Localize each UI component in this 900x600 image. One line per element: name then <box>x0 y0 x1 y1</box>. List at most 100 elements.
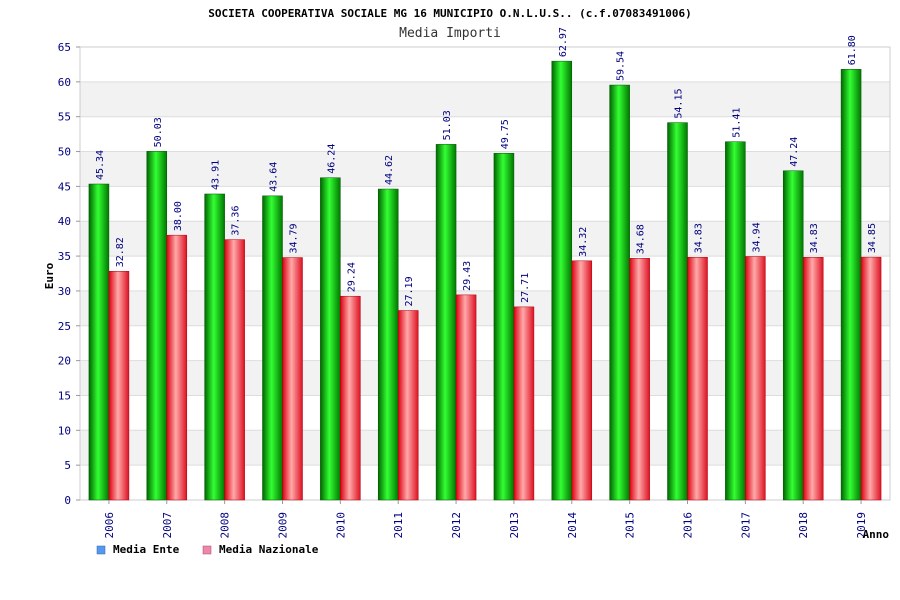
y-tick-label: 50 <box>58 146 71 159</box>
x-tick-label: 2016 <box>682 512 695 539</box>
data-label-media-nazionale: 32.82 <box>115 237 126 267</box>
bar-media-ente <box>840 69 862 501</box>
x-tick-label: 2017 <box>739 512 752 539</box>
bar-media-nazionale <box>513 306 535 501</box>
x-tick-label: 2010 <box>334 512 347 539</box>
y-tick-label: 20 <box>58 355 71 368</box>
y-tick-label: 55 <box>58 111 71 124</box>
data-label-media-ente: 51.03 <box>442 110 453 140</box>
legend-swatch-media-ente <box>96 545 106 555</box>
data-label-media-ente: 51.41 <box>731 108 742 138</box>
y-axis-ticks: 0 5 10 15 20 25 30 35 40 45 50 55 60 65 <box>58 41 80 507</box>
y-tick-label: 65 <box>58 41 71 54</box>
y-tick-label: 15 <box>58 389 71 402</box>
bar-media-nazionale <box>802 257 824 501</box>
bars: 45.34 32.82 50.03 38.00 43.91 37.36 43.64 34.79… <box>88 27 882 501</box>
data-label-media-ente: 45.34 <box>95 150 106 180</box>
bar-media-ente <box>782 170 804 501</box>
grid-band <box>80 81 890 117</box>
data-label-media-ente: 44.62 <box>384 155 395 185</box>
data-label-media-ente: 50.03 <box>153 117 164 147</box>
bar-media-ente <box>725 141 746 501</box>
data-label-media-ente: 46.24 <box>326 144 337 174</box>
x-tick-label: 2015 <box>624 512 637 539</box>
data-label-media-nazionale: 29.43 <box>462 261 473 291</box>
plot-area-border <box>79 46 891 501</box>
x-tick-label: 2012 <box>450 512 463 539</box>
data-label-media-ente: 62.97 <box>558 27 569 57</box>
bar-media-ente <box>262 195 283 501</box>
y-axis-label: Euro <box>43 262 56 289</box>
x-tick-label: 2013 <box>508 512 521 539</box>
bar-media-nazionale <box>455 294 477 501</box>
bar-media-ente <box>435 144 457 501</box>
bar-media-ente <box>609 84 630 501</box>
x-tick-label: 2018 <box>797 512 810 539</box>
grid-bands <box>80 81 890 466</box>
data-label-media-nazionale: 38.00 <box>173 201 184 231</box>
grid-band <box>80 360 890 396</box>
legend: Media Ente Media Nazionale <box>96 543 319 556</box>
bar-media-nazionale <box>629 258 650 501</box>
bar-media-nazionale <box>571 260 593 501</box>
x-axis-label: Anno <box>863 528 890 541</box>
bar-media-nazionale <box>340 295 361 501</box>
data-label-media-nazionale: 27.71 <box>520 273 531 303</box>
y-tick-label: 25 <box>58 320 71 333</box>
data-label-media-nazionale: 29.24 <box>346 262 357 292</box>
bar-media-nazionale <box>745 256 766 501</box>
bar-media-ente <box>320 177 341 501</box>
bar-media-nazionale <box>397 310 419 501</box>
data-label-media-ente: 43.64 <box>269 162 280 192</box>
y-tick-label: 60 <box>58 76 71 89</box>
chart-subtitle: Media Importi <box>399 26 501 41</box>
y-tick-label: 5 <box>64 459 71 472</box>
bar-media-ente <box>377 188 399 501</box>
grid-band <box>80 290 890 326</box>
data-label-media-nazionale: 34.83 <box>809 223 820 253</box>
data-label-media-nazionale: 37.36 <box>231 206 242 236</box>
y-tick-label: 40 <box>58 215 71 228</box>
bar-media-ente <box>146 151 168 501</box>
bar-media-ente <box>551 60 573 501</box>
bar-media-ente <box>88 183 110 501</box>
y-tick-label: 10 <box>58 424 71 437</box>
data-label-media-nazionale: 34.94 <box>751 222 762 252</box>
bar-media-nazionale <box>108 271 130 501</box>
chart-title: SOCIETA COOPERATIVA SOCIALE MG 16 MUNICI… <box>208 7 691 20</box>
x-tick-label: 2006 <box>103 512 116 539</box>
legend-swatch-media-nazionale <box>202 545 212 555</box>
data-label-media-ente: 47.24 <box>789 137 800 167</box>
legend-label-media-nazionale: Media Nazionale <box>219 543 319 556</box>
bar-media-nazionale <box>224 239 245 501</box>
data-label-media-nazionale: 34.85 <box>867 223 878 253</box>
data-label-media-nazionale: 34.83 <box>694 223 705 253</box>
bar-media-nazionale <box>860 256 882 501</box>
x-tick-label: 2009 <box>277 512 290 539</box>
data-label-media-nazionale: 34.68 <box>636 224 647 254</box>
legend-label-media-ente: Media Ente <box>113 543 180 556</box>
data-label-media-nazionale: 27.19 <box>404 276 415 306</box>
bar-media-ente <box>493 153 515 501</box>
grid-band <box>80 151 890 187</box>
bar-media-nazionale <box>166 234 188 501</box>
data-label-media-ente: 49.75 <box>500 119 511 149</box>
grid-band <box>80 221 890 257</box>
bar-media-ente <box>667 122 688 501</box>
y-tick-label: 30 <box>58 285 71 298</box>
data-label-media-nazionale: 34.32 <box>578 227 589 257</box>
bar-media-nazionale <box>282 257 303 501</box>
bar-media-nazionale <box>687 257 708 501</box>
x-tick-label: 2019 <box>855 512 868 539</box>
y-tick-label: 45 <box>58 180 71 193</box>
data-label-media-nazionale: 34.79 <box>289 223 300 253</box>
bar-media-ente <box>204 193 225 501</box>
y-tick-label: 35 <box>58 250 71 263</box>
data-label-media-ente: 54.15 <box>674 89 685 119</box>
x-tick-label: 2011 <box>392 512 405 539</box>
data-label-media-ente: 43.91 <box>211 160 222 190</box>
grid-band <box>80 430 890 466</box>
data-label-media-ente: 61.80 <box>847 35 858 65</box>
data-label-media-ente: 59.54 <box>616 51 627 81</box>
